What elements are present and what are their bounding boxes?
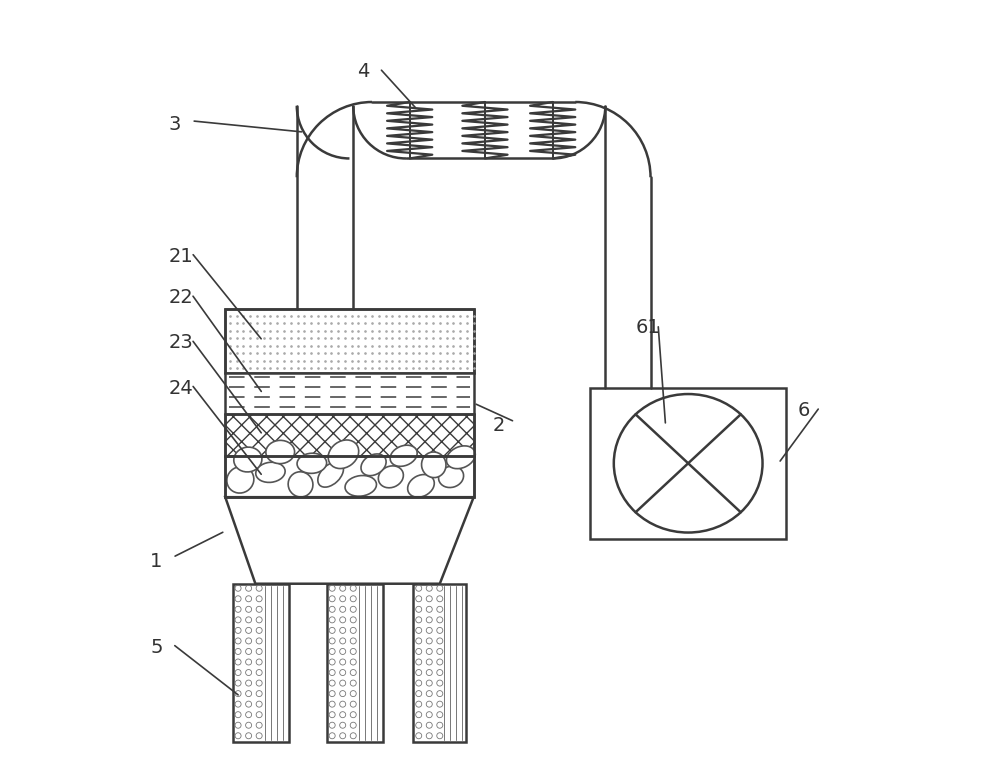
- Ellipse shape: [390, 445, 417, 466]
- Ellipse shape: [408, 475, 434, 497]
- Text: 21: 21: [169, 247, 194, 266]
- Ellipse shape: [422, 452, 446, 478]
- Ellipse shape: [446, 446, 475, 469]
- Ellipse shape: [297, 454, 327, 473]
- Ellipse shape: [266, 441, 295, 463]
- Ellipse shape: [439, 466, 464, 488]
- Bar: [327, 584, 383, 742]
- Bar: [413, 584, 466, 742]
- Ellipse shape: [318, 462, 343, 487]
- Ellipse shape: [614, 394, 763, 533]
- Ellipse shape: [227, 466, 254, 493]
- Text: 2: 2: [492, 416, 505, 435]
- Ellipse shape: [288, 472, 313, 497]
- Text: 24: 24: [169, 378, 194, 397]
- Bar: [225, 309, 474, 373]
- Bar: [225, 456, 474, 497]
- Bar: [590, 388, 786, 539]
- Ellipse shape: [328, 440, 359, 469]
- Bar: [225, 415, 474, 456]
- Ellipse shape: [361, 454, 386, 476]
- Ellipse shape: [256, 462, 285, 482]
- Text: 5: 5: [150, 638, 163, 658]
- Ellipse shape: [345, 476, 376, 496]
- Bar: [233, 584, 289, 742]
- Text: 22: 22: [169, 288, 194, 307]
- Text: 1: 1: [150, 552, 162, 571]
- Text: 23: 23: [169, 333, 194, 352]
- Text: 61: 61: [635, 318, 660, 337]
- Ellipse shape: [234, 447, 262, 472]
- Bar: [225, 309, 474, 497]
- Text: 3: 3: [169, 115, 181, 134]
- Text: 4: 4: [357, 62, 369, 81]
- Ellipse shape: [378, 466, 403, 488]
- Text: 6: 6: [797, 401, 810, 420]
- Bar: [225, 373, 474, 415]
